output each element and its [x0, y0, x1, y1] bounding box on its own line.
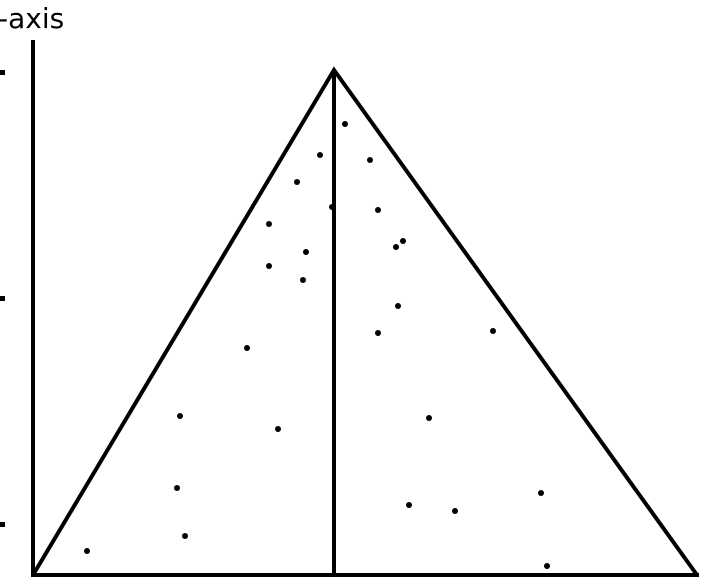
y-tick	[0, 296, 5, 301]
point	[174, 485, 180, 491]
point	[266, 263, 272, 269]
point	[84, 548, 90, 554]
point	[317, 152, 323, 158]
point	[303, 249, 309, 255]
point	[426, 415, 432, 421]
point	[275, 426, 281, 432]
y-tick	[0, 70, 5, 75]
point	[406, 502, 412, 508]
point	[375, 330, 381, 336]
point	[367, 157, 373, 163]
point	[395, 303, 401, 309]
point	[538, 490, 544, 496]
point	[329, 204, 335, 210]
point	[342, 121, 348, 127]
point	[393, 244, 399, 250]
point	[375, 207, 381, 213]
y-tick	[0, 522, 5, 527]
point	[294, 179, 300, 185]
point	[244, 345, 250, 351]
point	[544, 563, 550, 569]
point	[452, 508, 458, 514]
point	[266, 221, 272, 227]
point	[400, 238, 406, 244]
funnel	[31, 66, 699, 577]
point	[300, 277, 306, 283]
point	[182, 533, 188, 539]
point	[490, 328, 496, 334]
y-axis-label: -axis	[0, 2, 64, 35]
point	[177, 413, 183, 419]
